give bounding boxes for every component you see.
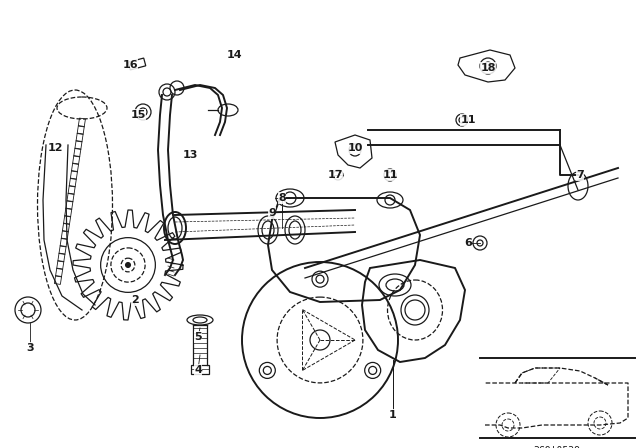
Text: 8: 8 — [278, 193, 286, 203]
Bar — [69, 178, 76, 187]
Text: 6: 6 — [464, 238, 472, 248]
Bar — [62, 223, 70, 232]
Bar — [75, 141, 82, 149]
Bar — [67, 193, 74, 202]
Text: 11: 11 — [382, 170, 397, 180]
Bar — [78, 118, 85, 127]
Text: 17: 17 — [327, 170, 343, 180]
Text: 11: 11 — [460, 115, 476, 125]
Bar — [54, 276, 61, 284]
Bar — [57, 261, 64, 269]
Bar — [68, 185, 76, 194]
Text: 2: 2 — [131, 295, 139, 305]
Text: 16: 16 — [122, 60, 138, 70]
Text: 5: 5 — [194, 332, 202, 342]
Text: 14: 14 — [227, 50, 243, 60]
Text: 10: 10 — [348, 143, 363, 153]
Text: 7: 7 — [576, 170, 584, 180]
Bar — [65, 208, 72, 217]
Bar — [59, 246, 66, 254]
Text: 15: 15 — [131, 110, 146, 120]
Bar — [77, 125, 84, 134]
Text: 13: 13 — [182, 150, 198, 160]
Bar — [70, 171, 77, 179]
Bar — [191, 365, 209, 374]
Bar — [58, 253, 65, 262]
Bar — [72, 163, 79, 172]
Text: 3: 3 — [26, 343, 34, 353]
Bar — [72, 155, 80, 164]
Bar — [66, 201, 73, 209]
Bar — [61, 231, 68, 239]
Bar — [76, 133, 83, 142]
Text: 9: 9 — [268, 208, 276, 218]
Text: 18: 18 — [480, 63, 496, 73]
Bar — [60, 238, 67, 247]
Text: 3CO'0539: 3CO'0539 — [534, 446, 580, 448]
Bar — [74, 148, 81, 157]
Text: 12: 12 — [47, 143, 63, 153]
Circle shape — [125, 262, 131, 268]
Bar — [63, 215, 70, 224]
Text: 4: 4 — [194, 365, 202, 375]
Bar — [56, 268, 63, 277]
Bar — [128, 58, 146, 70]
Text: 1: 1 — [389, 410, 397, 420]
